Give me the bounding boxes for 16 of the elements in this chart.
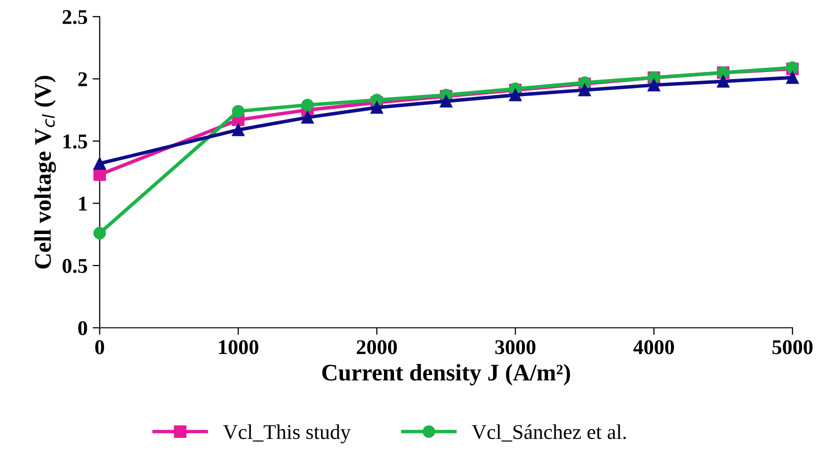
y-tick-label: 1	[79, 196, 87, 211]
y-tick-label: 2.5	[62, 10, 88, 24]
x-tick-label: 2000	[356, 340, 397, 354]
x-tick-label: 4000	[633, 340, 674, 354]
y-tick-label: 0	[78, 321, 88, 336]
y-tick-label: 0.5	[62, 258, 88, 274]
legend-label: Vcl_This study	[223, 424, 351, 444]
x-tick-label: 3000	[495, 340, 536, 354]
x-tick-label: 0	[95, 340, 104, 354]
x-axis-title: Current density J (A/m²)	[322, 364, 570, 386]
y-tick-label: 2	[78, 72, 87, 86]
x-tick-label: 1000	[219, 340, 258, 354]
legend-label: Vcl_Sánchez et al.	[472, 424, 626, 442]
x-tick-label: 5000	[772, 340, 813, 354]
y-axis-title: Cell voltage V$_{cl}$ (V)	[34, 76, 56, 269]
y-tick-label: 1.5	[63, 134, 88, 149]
